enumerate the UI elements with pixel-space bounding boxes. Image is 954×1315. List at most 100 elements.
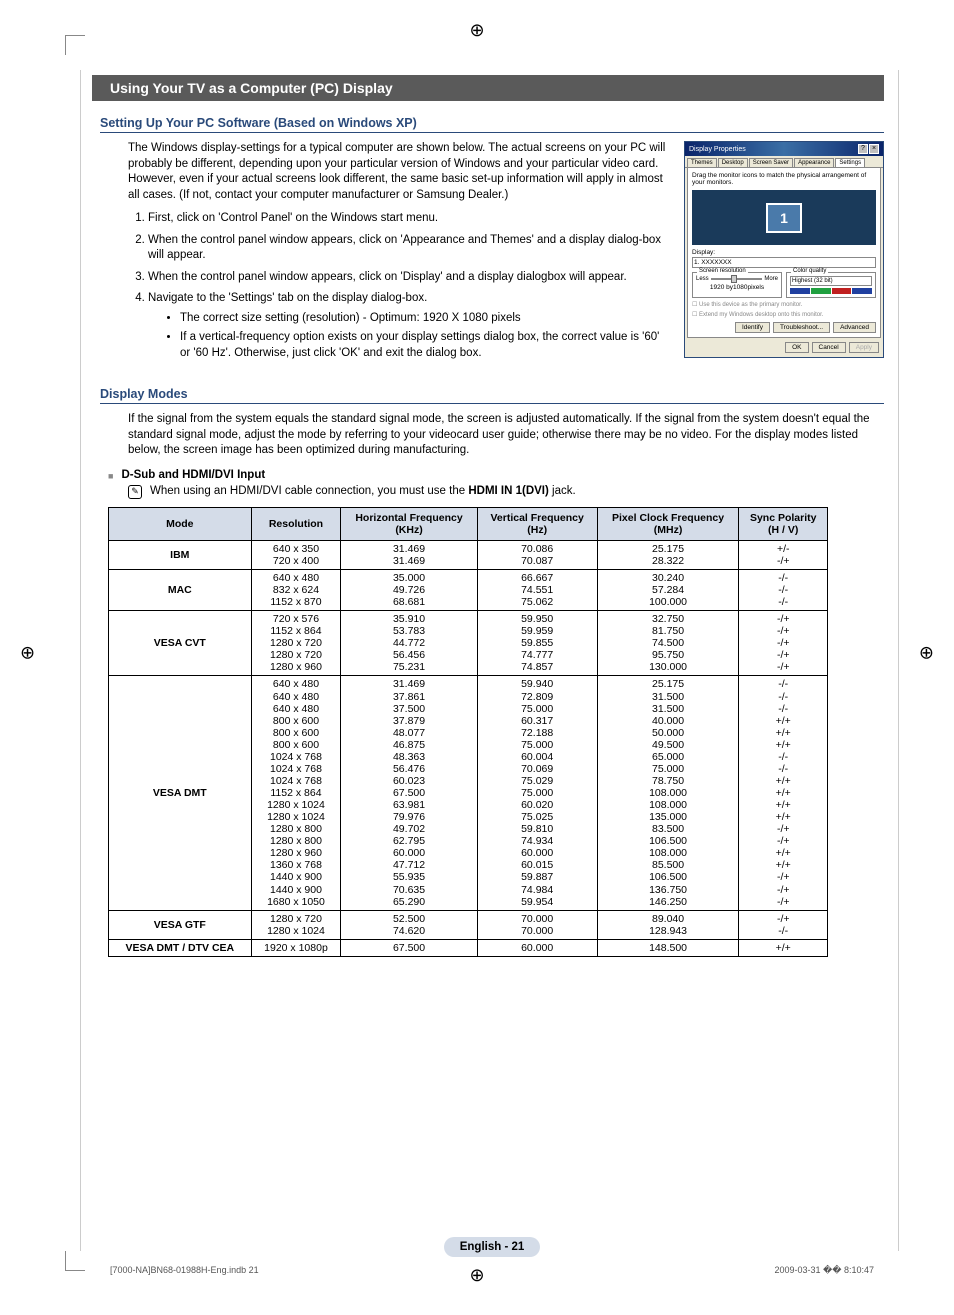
table-cell: -/- -/- -/- bbox=[739, 569, 828, 610]
step-item: When the control panel window appears, c… bbox=[148, 233, 669, 264]
troubleshoot-button[interactable]: Troubleshoot... bbox=[773, 322, 830, 333]
table-cell: 640 x 350 720 x 400 bbox=[251, 540, 341, 569]
color-quality-bars bbox=[790, 288, 872, 294]
table-row: VESA DMT640 x 480 640 x 480 640 x 480 80… bbox=[109, 676, 828, 910]
step-item: When the control panel window appears, c… bbox=[148, 270, 669, 286]
table-header: Vertical Frequency(Hz) bbox=[477, 507, 597, 540]
table-cell: 89.040 128.943 bbox=[597, 910, 739, 939]
extend-desktop-checkbox[interactable]: ☐ Extend my Windows desktop onto this mo… bbox=[692, 311, 876, 318]
tab-appearance[interactable]: Appearance bbox=[794, 158, 834, 167]
table-cell: 1920 x 1080p bbox=[251, 939, 341, 956]
table-cell: VESA CVT bbox=[109, 611, 252, 676]
primary-monitor-checkbox[interactable]: ☐ Use this device as the primary monitor… bbox=[692, 301, 876, 308]
table-cell: IBM bbox=[109, 540, 252, 569]
dialog-instruction: Drag the monitor icons to match the phys… bbox=[692, 172, 876, 186]
display-label: Display: bbox=[692, 249, 876, 256]
subsection-displaymodes-header: Display Modes bbox=[100, 387, 884, 404]
margin-rule bbox=[898, 70, 899, 1251]
page-number-label: English - 21 bbox=[444, 1237, 541, 1257]
table-cell: 32.750 81.750 74.500 95.750 130.000 bbox=[597, 611, 739, 676]
display-properties-dialog: Display Properties ?× Themes Desktop Scr… bbox=[684, 141, 884, 367]
table-cell: +/+ bbox=[739, 939, 828, 956]
table-cell: 67.500 bbox=[341, 939, 477, 956]
monitor-icon[interactable]: 1 bbox=[766, 203, 802, 233]
table-row: VESA DMT / DTV CEA1920 x 1080p67.50060.0… bbox=[109, 939, 828, 956]
table-cell: MAC bbox=[109, 569, 252, 610]
color-quality-fieldset: Color quality Highest (32 bit) bbox=[786, 272, 876, 298]
footer-timestamp: 2009-03-31 �� 8:10:47 bbox=[774, 1265, 874, 1276]
step-item: Navigate to the 'Settings' tab on the di… bbox=[148, 291, 669, 361]
resolution-value: 1920 by1080pixels bbox=[696, 284, 778, 291]
section-header: Using Your TV as a Computer (PC) Display bbox=[92, 75, 884, 101]
cancel-button[interactable]: Cancel bbox=[812, 342, 846, 353]
square-bullet-icon: ■ bbox=[108, 471, 113, 481]
table-header: Horizontal Frequency(KHz) bbox=[341, 507, 477, 540]
step-item: First, click on 'Control Panel' on the W… bbox=[148, 211, 669, 227]
table-cell: 35.910 53.783 44.772 56.456 75.231 bbox=[341, 611, 477, 676]
displaymodes-intro: If the signal from the system equals the… bbox=[100, 412, 884, 459]
steps-list: First, click on 'Control Panel' on the W… bbox=[128, 211, 669, 361]
table-cell: 25.175 31.500 31.500 40.000 50.000 49.50… bbox=[597, 676, 739, 910]
table-cell: 66.667 74.551 75.062 bbox=[477, 569, 597, 610]
dialog-title: Display Properties bbox=[689, 146, 746, 153]
close-icon[interactable]: × bbox=[869, 144, 879, 154]
table-cell: 25.175 28.322 bbox=[597, 540, 739, 569]
tab-settings[interactable]: Settings bbox=[835, 158, 865, 167]
table-cell: 59.950 59.959 59.855 74.777 74.857 bbox=[477, 611, 597, 676]
identify-button[interactable]: Identify bbox=[735, 322, 770, 333]
dialog-titlebar: Display Properties ?× bbox=[685, 142, 883, 156]
dialog-tabs: Themes Desktop Screen Saver Appearance S… bbox=[685, 156, 883, 168]
table-cell: 148.500 bbox=[597, 939, 739, 956]
table-cell: 70.086 70.087 bbox=[477, 540, 597, 569]
tab-themes[interactable]: Themes bbox=[687, 158, 717, 167]
resolution-fieldset: Screen resolution Less More 1920 by1080p… bbox=[692, 272, 782, 298]
table-header: Sync Polarity(H / V) bbox=[739, 507, 828, 540]
bullet-item: The correct size setting (resolution) - … bbox=[180, 311, 669, 327]
table-cell: -/- -/- -/- +/+ +/+ +/+ -/- -/- +/+ +/+ … bbox=[739, 676, 828, 910]
advanced-button[interactable]: Advanced bbox=[833, 322, 876, 333]
table-row: VESA GTF1280 x 720 1280 x 102452.500 74.… bbox=[109, 910, 828, 939]
display-select[interactable]: 1. XXXXXXX bbox=[692, 257, 876, 268]
monitor-preview: 1 bbox=[692, 190, 876, 245]
note-icon: ✎ bbox=[128, 485, 142, 499]
help-icon[interactable]: ? bbox=[858, 144, 868, 154]
table-row: MAC640 x 480 832 x 624 1152 x 87035.000 … bbox=[109, 569, 828, 610]
input-note: When using an HDMI/DVI cable connection,… bbox=[150, 485, 576, 499]
table-cell: VESA GTF bbox=[109, 910, 252, 939]
subsection-setup-header: Setting Up Your PC Software (Based on Wi… bbox=[100, 116, 884, 133]
table-header: Mode bbox=[109, 507, 252, 540]
display-modes-table: ModeResolutionHorizontal Frequency(KHz)V… bbox=[108, 507, 828, 957]
table-cell: 640 x 480 640 x 480 640 x 480 800 x 600 … bbox=[251, 676, 341, 910]
intro-paragraph: The Windows display-settings for a typic… bbox=[128, 141, 669, 203]
table-cell: -/+ -/- bbox=[739, 910, 828, 939]
table-cell: 52.500 74.620 bbox=[341, 910, 477, 939]
apply-button[interactable]: Apply bbox=[849, 342, 879, 353]
table-header: Resolution bbox=[251, 507, 341, 540]
color-quality-select[interactable]: Highest (32 bit) bbox=[790, 276, 872, 286]
table-cell: 640 x 480 832 x 624 1152 x 870 bbox=[251, 569, 341, 610]
table-cell: 31.469 31.469 bbox=[341, 540, 477, 569]
table-cell: VESA DMT bbox=[109, 676, 252, 910]
input-heading: D-Sub and HDMI/DVI Input bbox=[121, 469, 265, 481]
table-cell: 59.940 72.809 75.000 60.317 72.188 75.00… bbox=[477, 676, 597, 910]
table-cell: -/+ -/+ -/+ -/+ -/+ bbox=[739, 611, 828, 676]
bullet-item: If a vertical-frequency option exists on… bbox=[180, 330, 669, 361]
table-cell: 35.000 49.726 68.681 bbox=[341, 569, 477, 610]
table-cell: 70.000 70.000 bbox=[477, 910, 597, 939]
margin-rule bbox=[80, 70, 81, 1251]
ok-button[interactable]: OK bbox=[785, 342, 808, 353]
resolution-slider[interactable] bbox=[711, 278, 763, 280]
tab-desktop[interactable]: Desktop bbox=[718, 158, 748, 167]
table-cell: 31.469 37.861 37.500 37.879 48.077 46.87… bbox=[341, 676, 477, 910]
table-cell: 1280 x 720 1280 x 1024 bbox=[251, 910, 341, 939]
table-row: VESA CVT720 x 576 1152 x 864 1280 x 720 … bbox=[109, 611, 828, 676]
footer-filename: [7000-NA]BN68-01988H-Eng.indb 21 bbox=[110, 1265, 259, 1276]
table-cell: +/- -/+ bbox=[739, 540, 828, 569]
tab-screensaver[interactable]: Screen Saver bbox=[749, 158, 793, 167]
table-cell: 60.000 bbox=[477, 939, 597, 956]
table-header: Pixel Clock Frequency(MHz) bbox=[597, 507, 739, 540]
table-cell: VESA DMT / DTV CEA bbox=[109, 939, 252, 956]
table-row: IBM640 x 350 720 x 40031.469 31.46970.08… bbox=[109, 540, 828, 569]
table-cell: 720 x 576 1152 x 864 1280 x 720 1280 x 7… bbox=[251, 611, 341, 676]
table-cell: 30.240 57.284 100.000 bbox=[597, 569, 739, 610]
